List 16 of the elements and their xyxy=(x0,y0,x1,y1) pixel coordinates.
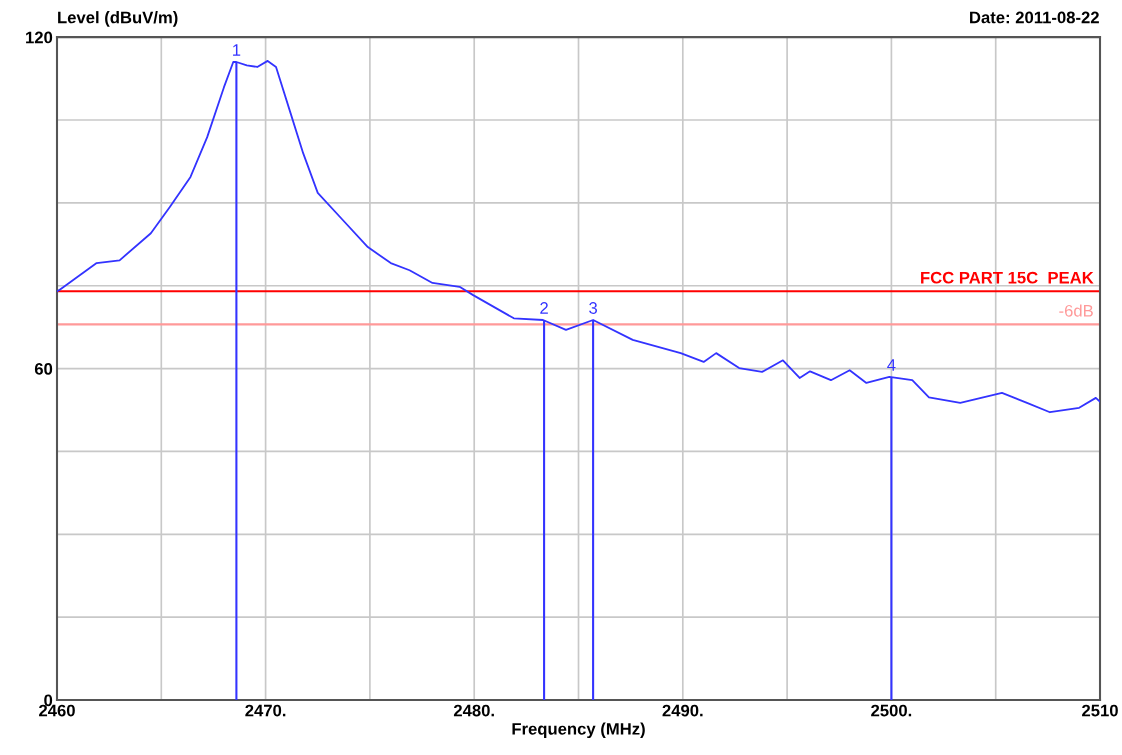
ref-line-label: FCC PART 15C PEAK xyxy=(921,271,1094,284)
ref-line-label: -6dB xyxy=(1059,304,1093,317)
annotation: 1 xyxy=(233,44,241,56)
chart-subtitle: Date: 2011-08-22 xyxy=(970,11,1099,24)
x-tick-label: 2490. xyxy=(662,704,703,717)
x-tick-label: 2510 xyxy=(1082,704,1118,717)
x-tick-label: 2470. xyxy=(245,704,286,717)
annotation: 3 xyxy=(589,302,598,314)
x-axis-title: Frequency (MHz) xyxy=(512,722,645,739)
y-tick-label: 120 xyxy=(26,31,53,44)
x-tick-label: 2500. xyxy=(871,704,912,717)
annotation: 2 xyxy=(540,302,548,314)
y-axis-title: Level (dBuV/m) xyxy=(58,11,178,27)
x-tick-label: 2480. xyxy=(453,704,494,717)
annotation: 4 xyxy=(887,359,896,371)
y-tick-label: 60 xyxy=(34,362,53,375)
